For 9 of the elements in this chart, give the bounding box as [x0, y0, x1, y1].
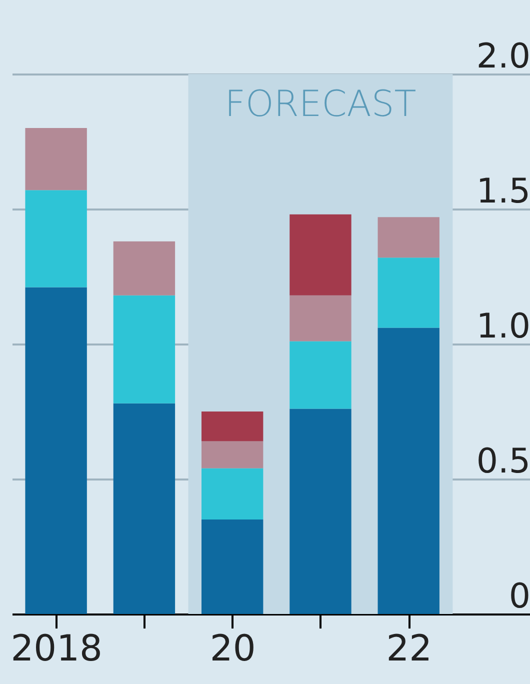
y-tick-label: 1.0: [476, 306, 530, 346]
y-tick-label: 0: [508, 576, 530, 616]
x-tick-label: 22: [386, 628, 432, 670]
y-tick-label: 0.5: [476, 442, 530, 482]
y-tick-label: 2.0: [476, 36, 530, 76]
x-tick-label: 2018: [10, 628, 102, 670]
y-tick-label: 1.5: [476, 172, 530, 212]
x-tick-label: 20: [210, 628, 256, 670]
band-label: FORECAST: [224, 84, 416, 125]
